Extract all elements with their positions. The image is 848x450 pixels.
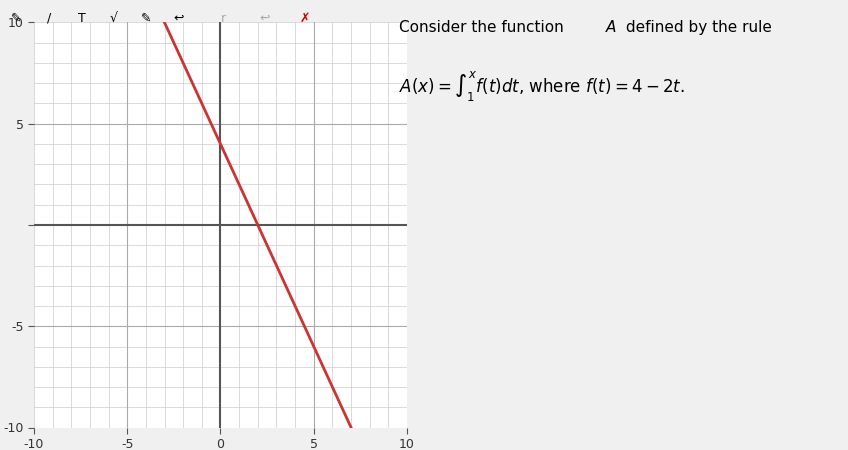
Text: ✎: ✎ [11, 12, 21, 24]
Text: defined by the rule: defined by the rule [622, 20, 773, 35]
Text: r: r [221, 12, 226, 24]
Text: $A(x) = \int_1^x f(t)dt$, where $f(t) = 4 - 2t$.: $A(x) = \int_1^x f(t)dt$, where $f(t) = … [399, 69, 684, 104]
Text: ✎: ✎ [142, 12, 152, 24]
Text: T: T [77, 12, 86, 24]
Text: A: A [605, 20, 616, 35]
Text: ✗: ✗ [300, 12, 310, 24]
Text: √: √ [110, 12, 118, 24]
Text: /: / [47, 12, 51, 24]
Text: ↩: ↩ [259, 12, 270, 24]
Text: Consider the function: Consider the function [399, 20, 568, 35]
Text: ↩: ↩ [174, 12, 184, 24]
